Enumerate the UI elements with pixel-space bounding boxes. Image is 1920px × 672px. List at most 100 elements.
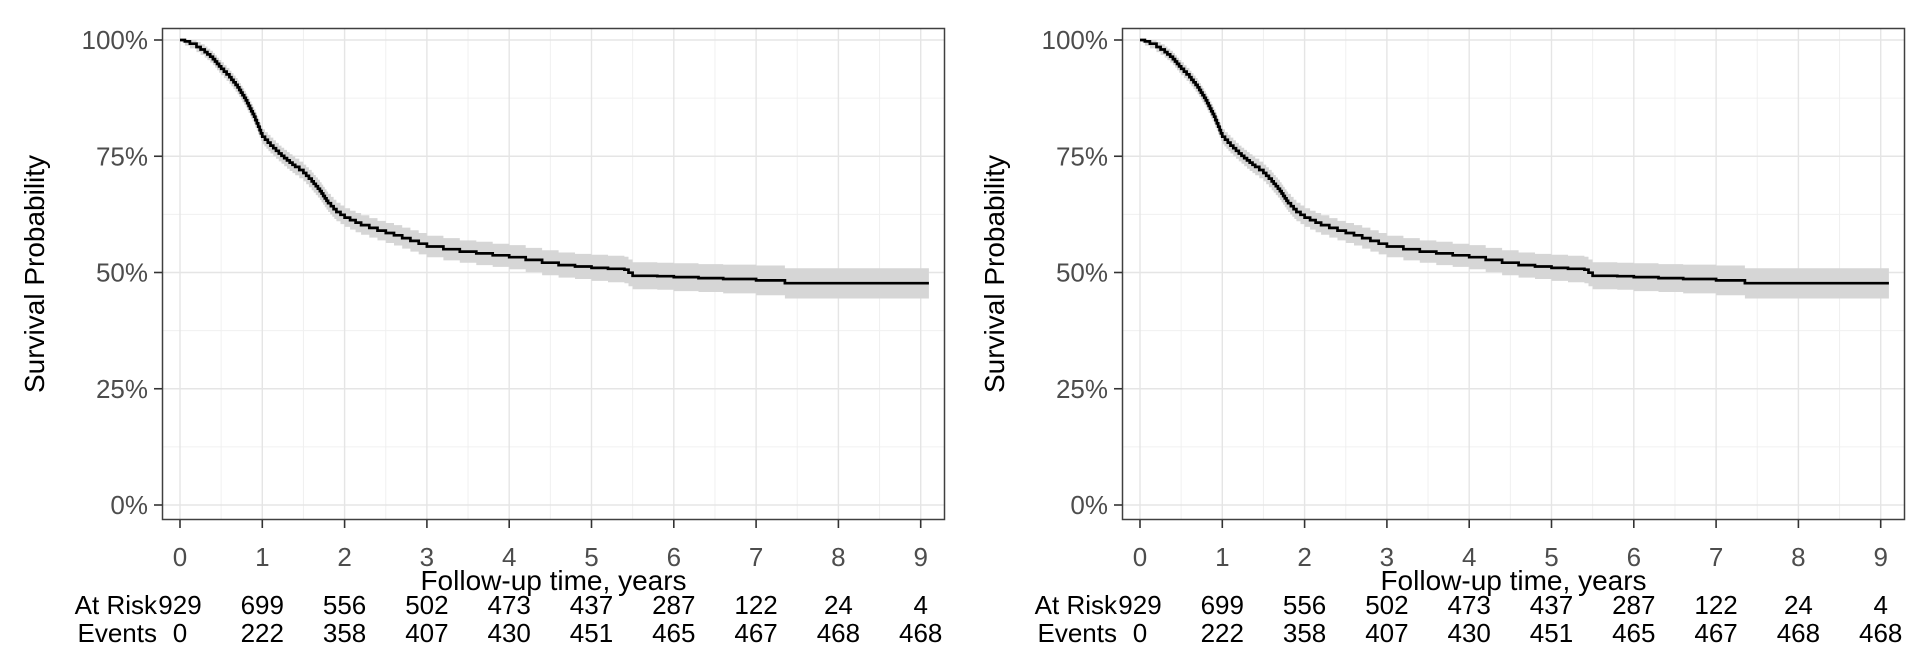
y-tick-labels: 0% 25% 50% 75% 100% <box>1042 25 1109 520</box>
x-tick-label: 7 <box>1709 542 1723 572</box>
x-tick-label: 0 <box>1133 542 1147 572</box>
x-tick-label: 8 <box>831 542 845 572</box>
risk-table-row: Events 0 222 358 407 430 451 465 467 468 468 <box>78 618 943 648</box>
figure-background <box>960 0 1920 672</box>
x-axis-title: Follow-up time, years <box>420 565 686 596</box>
risk-table-value: 4 <box>1873 590 1887 620</box>
x-tick-label: 5 <box>1544 542 1558 572</box>
x-tick-label: 3 <box>420 542 434 572</box>
y-tick-label: 25% <box>96 374 148 404</box>
y-tick-label: 75% <box>1056 141 1108 171</box>
risk-table-value: 358 <box>323 618 366 648</box>
risk-table-value: 465 <box>1612 618 1655 648</box>
risk-table-row: Events 0 222 358 407 430 451 465 467 468 468 <box>1038 618 1903 648</box>
risk-table-value: 556 <box>1283 590 1326 620</box>
y-tick-label: 100% <box>82 25 149 55</box>
risk-table-row: At Risk 929 699 556 502 473 437 287 122 24 4 <box>75 590 928 620</box>
risk-table-value: 468 <box>899 618 942 648</box>
risk-table-row-label: Events <box>1038 618 1118 648</box>
x-tick-label: 0 <box>173 542 187 572</box>
axis-ticks <box>1114 39 1882 528</box>
risk-table-value: 502 <box>405 590 448 620</box>
x-tick-label: 9 <box>1873 542 1887 572</box>
risk-table-value: 929 <box>1118 590 1161 620</box>
x-axis-title: Follow-up time, years <box>1380 565 1646 596</box>
confidence-band <box>180 40 929 299</box>
grid-minor <box>162 28 945 520</box>
risk-table-value: 467 <box>1694 618 1737 648</box>
x-tick-label: 7 <box>749 542 763 572</box>
survival-chart-left: 0 1 2 3 4 5 6 7 8 9 0% 25% 50% 75% 100% Follow-up time,… <box>0 0 960 672</box>
y-tick-labels: 0% 25% 50% 75% 100% <box>82 25 149 520</box>
risk-table-value: 437 <box>1530 590 1573 620</box>
x-tick-labels: 0 1 2 3 4 5 6 7 8 9 <box>173 542 928 572</box>
x-tick-label: 9 <box>913 542 927 572</box>
km-survival-figure-right: 0 1 2 3 4 5 6 7 8 9 0% 25% 50% 75% 100% Follow-up time,… <box>960 0 1920 672</box>
risk-table-value: 407 <box>405 618 448 648</box>
risk-table-value: 0 <box>1133 618 1147 648</box>
risk-table-value: 437 <box>570 590 613 620</box>
risk-table-row: At Risk 929 699 556 502 473 437 287 122 24 4 <box>1035 590 1888 620</box>
risk-table-value: 4 <box>913 590 927 620</box>
risk-table-value: 468 <box>1777 618 1820 648</box>
risk-table-value: 0 <box>173 618 187 648</box>
x-tick-label: 6 <box>667 542 681 572</box>
risk-table-value: 24 <box>1784 590 1813 620</box>
x-tick-label: 1 <box>255 542 269 572</box>
risk-table-value: 929 <box>158 590 201 620</box>
survival-chart-right: 0 1 2 3 4 5 6 7 8 9 0% 25% 50% 75% 100% Follow-up time,… <box>960 0 1920 672</box>
x-tick-label: 2 <box>337 542 351 572</box>
x-tick-label: 1 <box>1215 542 1229 572</box>
y-tick-label: 0% <box>1070 490 1108 520</box>
risk-table-row-label: Events <box>78 618 158 648</box>
confidence-band <box>1140 40 1889 299</box>
x-tick-label: 2 <box>1297 542 1311 572</box>
risk-table-value: 222 <box>241 618 284 648</box>
risk-table-value: 468 <box>817 618 860 648</box>
risk-table-value: 430 <box>1448 618 1491 648</box>
risk-table-value: 430 <box>488 618 531 648</box>
axis-ticks <box>154 39 922 528</box>
km-survival-figure-left: 0 1 2 3 4 5 6 7 8 9 0% 25% 50% 75% 100% Follow-up time,… <box>0 0 960 672</box>
risk-table-value: 556 <box>323 590 366 620</box>
x-tick-label: 5 <box>584 542 598 572</box>
risk-table-value: 502 <box>1365 590 1408 620</box>
risk-table-value: 122 <box>734 590 777 620</box>
y-tick-label: 75% <box>96 141 148 171</box>
risk-table-value: 468 <box>1859 618 1902 648</box>
risk-table-value: 467 <box>734 618 777 648</box>
x-tick-label: 4 <box>502 542 516 572</box>
risk-table-value: 287 <box>652 590 695 620</box>
risk-table-value: 465 <box>652 618 695 648</box>
survival-curve <box>1140 38 1889 285</box>
risk-table-value: 451 <box>570 618 613 648</box>
x-tick-label: 3 <box>1380 542 1394 572</box>
y-tick-label: 100% <box>1042 25 1109 55</box>
risk-table-value: 473 <box>1448 590 1491 620</box>
panel-border <box>1121 27 1906 521</box>
figure-background <box>0 0 960 672</box>
panel-border <box>161 27 946 521</box>
survival-curve <box>180 38 929 285</box>
risk-table-value: 699 <box>241 590 284 620</box>
y-axis-title: Survival Probability <box>979 155 1010 393</box>
x-tick-label: 8 <box>1791 542 1805 572</box>
risk-table-value: 24 <box>824 590 853 620</box>
risk-table-value: 358 <box>1283 618 1326 648</box>
y-axis-title: Survival Probability <box>19 155 50 393</box>
risk-table-value: 222 <box>1201 618 1244 648</box>
risk-table-value: 407 <box>1365 618 1408 648</box>
risk-table-value: 473 <box>488 590 531 620</box>
risk-table-row-label: At Risk <box>75 590 158 620</box>
risk-table-value: 287 <box>1612 590 1655 620</box>
x-tick-label: 6 <box>1627 542 1641 572</box>
x-tick-labels: 0 1 2 3 4 5 6 7 8 9 <box>1133 542 1888 572</box>
y-tick-label: 25% <box>1056 374 1108 404</box>
x-tick-label: 4 <box>1462 542 1476 572</box>
y-tick-label: 50% <box>96 258 148 288</box>
risk-table-value: 699 <box>1201 590 1244 620</box>
risk-table-value: 122 <box>1694 590 1737 620</box>
risk-table-row-label: At Risk <box>1035 590 1118 620</box>
y-tick-label: 0% <box>110 490 148 520</box>
